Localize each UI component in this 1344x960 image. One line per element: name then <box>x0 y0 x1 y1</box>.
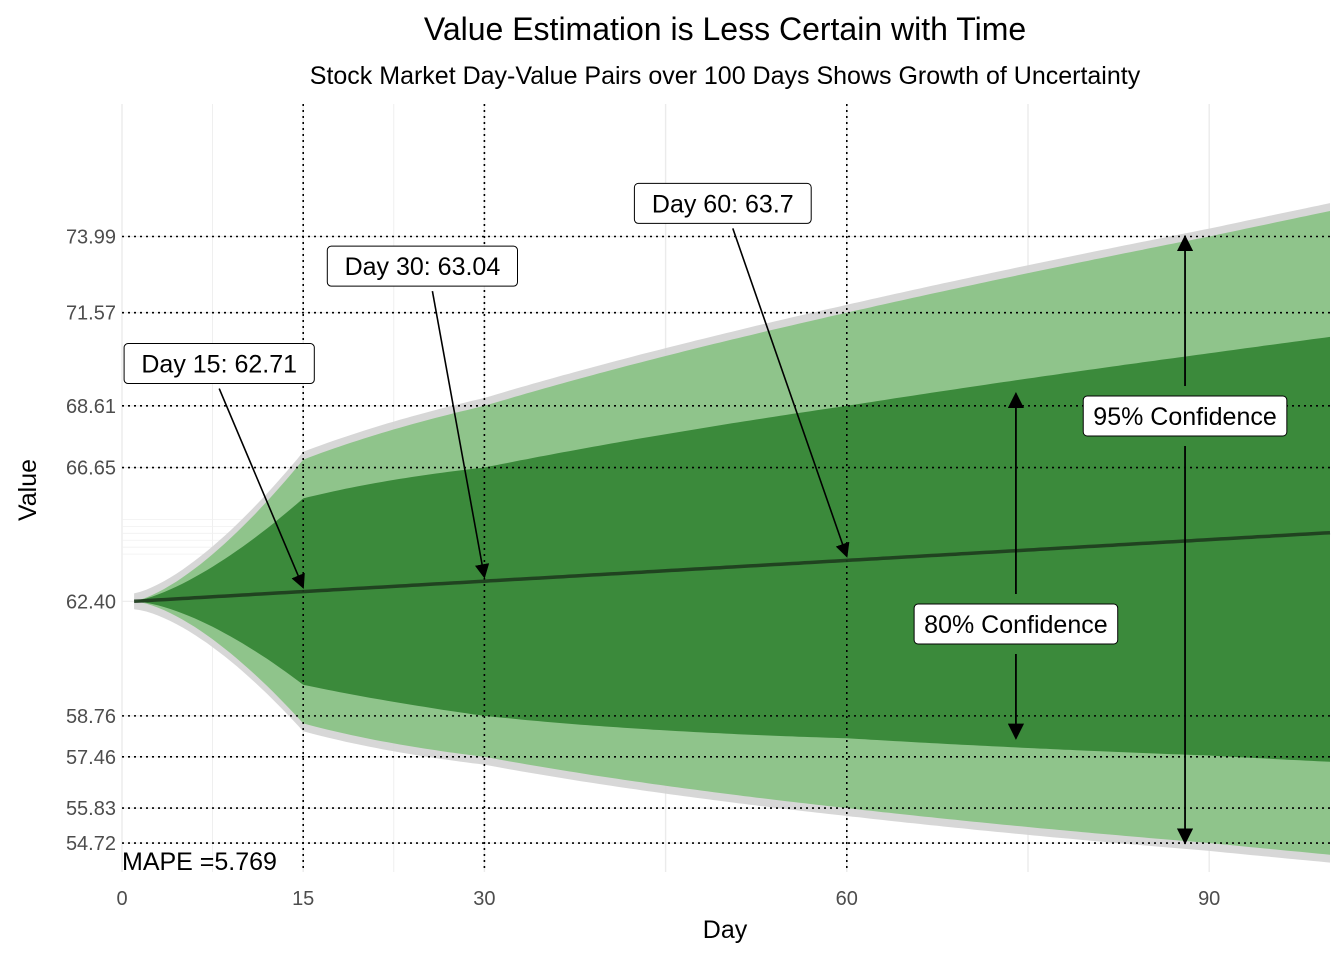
y-tick-label: 54.72 <box>66 833 116 855</box>
mape-label: MAPE =5.769 <box>122 848 277 876</box>
y-axis-title: Value <box>14 459 42 521</box>
label-95-confidence-text: 95% Confidence <box>1093 403 1276 431</box>
x-tick-label: 90 <box>1198 888 1220 910</box>
annotation-label-day-30-text: Day 30: 63.04 <box>345 253 501 281</box>
label-80-confidence-box <box>913 603 1119 645</box>
y-tick-label: 68.61 <box>66 396 116 418</box>
x-tick-label: 0 <box>116 888 127 910</box>
y-tick-label: 71.57 <box>66 303 116 325</box>
annotation-label-day-60-box <box>633 182 812 224</box>
x-tick-label: 30 <box>473 888 495 910</box>
annotation-arrow-60 <box>732 228 850 558</box>
mean-line <box>134 530 1331 604</box>
label-95-confidence-box <box>1082 395 1288 437</box>
annotations: Day 15: 62.71 Day 30: 63.04 Day 60: 63.7 80… <box>123 182 1288 845</box>
x-axis-ticks: 0 15 30 60 90 <box>116 888 1220 910</box>
annotation-arrow-15 <box>218 388 305 589</box>
y-tick-label: 66.65 <box>66 458 116 480</box>
chart-title: Value Estimation is Less Certain with Ti… <box>424 11 1026 47</box>
annotation-label-day-30-box <box>326 245 518 287</box>
x-axis-title: Day <box>703 916 748 944</box>
annotation-label-day-15-text: Day 15: 62.71 <box>141 351 297 379</box>
mean-forecast-line <box>134 530 1331 604</box>
confidence-bands <box>134 203 1331 863</box>
label-80-confidence-text: 80% Confidence <box>924 611 1107 639</box>
reference-lines <box>122 104 1330 872</box>
label-95-confidence: 95% Confidence <box>1082 395 1288 437</box>
y-tick-label: 57.46 <box>66 747 116 769</box>
annotation-label-day-30: Day 30: 63.04 <box>326 245 518 287</box>
x-tick-label: 60 <box>836 888 858 910</box>
band-80 <box>134 336 1331 762</box>
chart-subtitle: Stock Market Day-Value Pairs over 100 Da… <box>310 62 1141 90</box>
annotation-label-day-60: Day 60: 63.7 <box>633 182 812 224</box>
y-tick-label: 55.83 <box>66 798 116 820</box>
annotation-label-day-15: Day 15: 62.71 <box>123 343 315 385</box>
x-tick-label: 15 <box>292 888 314 910</box>
y-tick-label: 58.76 <box>66 706 116 728</box>
y-tick-label: 62.40 <box>66 591 116 613</box>
y-axis-ticks: 54.72 55.83 57.46 58.76 62.40 66.65 68.61 71.57… <box>66 227 116 856</box>
y-tick-label: 73.99 <box>66 227 116 249</box>
annotation-arrow-30 <box>431 291 490 579</box>
label-80-confidence: 80% Confidence <box>913 603 1119 645</box>
annotation-label-day-60-text: Day 60: 63.7 <box>652 190 794 218</box>
annotation-label-day-15-box <box>123 343 315 385</box>
